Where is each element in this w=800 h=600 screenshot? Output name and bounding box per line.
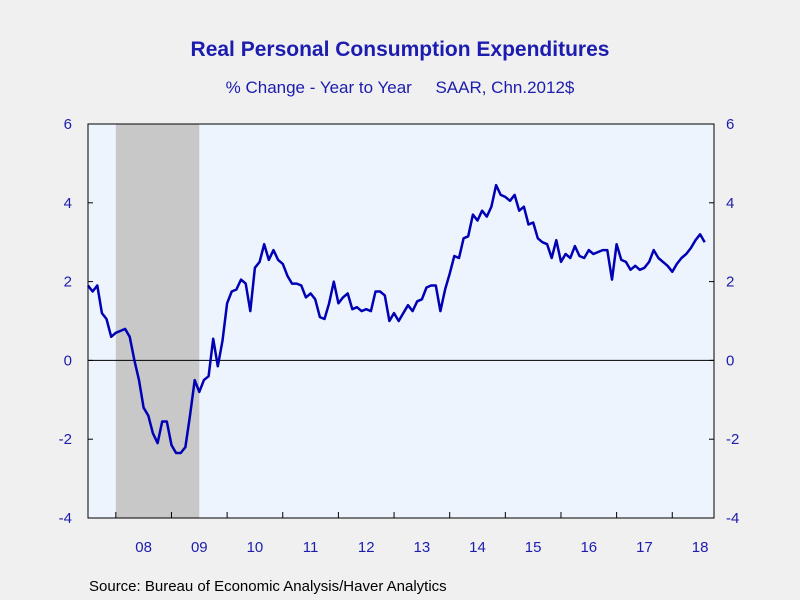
x-tick-label: 11 [303,539,319,556]
x-tick-label: 16 [580,539,597,556]
y-tick-label-right: 6 [726,116,734,133]
x-tick-label: 18 [692,539,709,556]
x-tick-label: 09 [191,539,208,556]
y-tick-label-left: 2 [64,274,72,291]
x-tick-label: 08 [135,539,152,556]
series-line [87,183,706,455]
x-tick-label: 17 [636,539,653,556]
y-tick-label-left: 4 [64,195,72,212]
y-tick-label-right: -4 [726,510,739,527]
recession-shading [115,124,200,518]
plot-frame [87,123,715,519]
y-tick-label-left: 6 [64,116,72,133]
y-tick-label-left: 0 [64,352,72,369]
x-tick-label: 13 [414,539,431,556]
chart-subtitle: % Change - Year to Year SAAR, Chn.2012$ [225,78,575,97]
x-tick-label: 10 [247,539,264,556]
source-note: Source: Bureau of Economic Analysis/Have… [89,578,447,595]
x-tick-label: 12 [358,539,375,556]
x-tick-label: 14 [469,539,486,556]
y-tick-label-left: -4 [59,510,72,527]
y-tick-label-right: 2 [726,274,734,291]
chart-title: Real Personal Consumption Expenditures [190,38,610,61]
y-tick-label-right: -2 [726,431,739,448]
y-tick-label-right: 0 [726,352,734,369]
y-tick-label-right: 4 [726,195,734,212]
y-tick-label-left: -2 [59,431,72,448]
x-tick-label: 15 [525,539,542,556]
